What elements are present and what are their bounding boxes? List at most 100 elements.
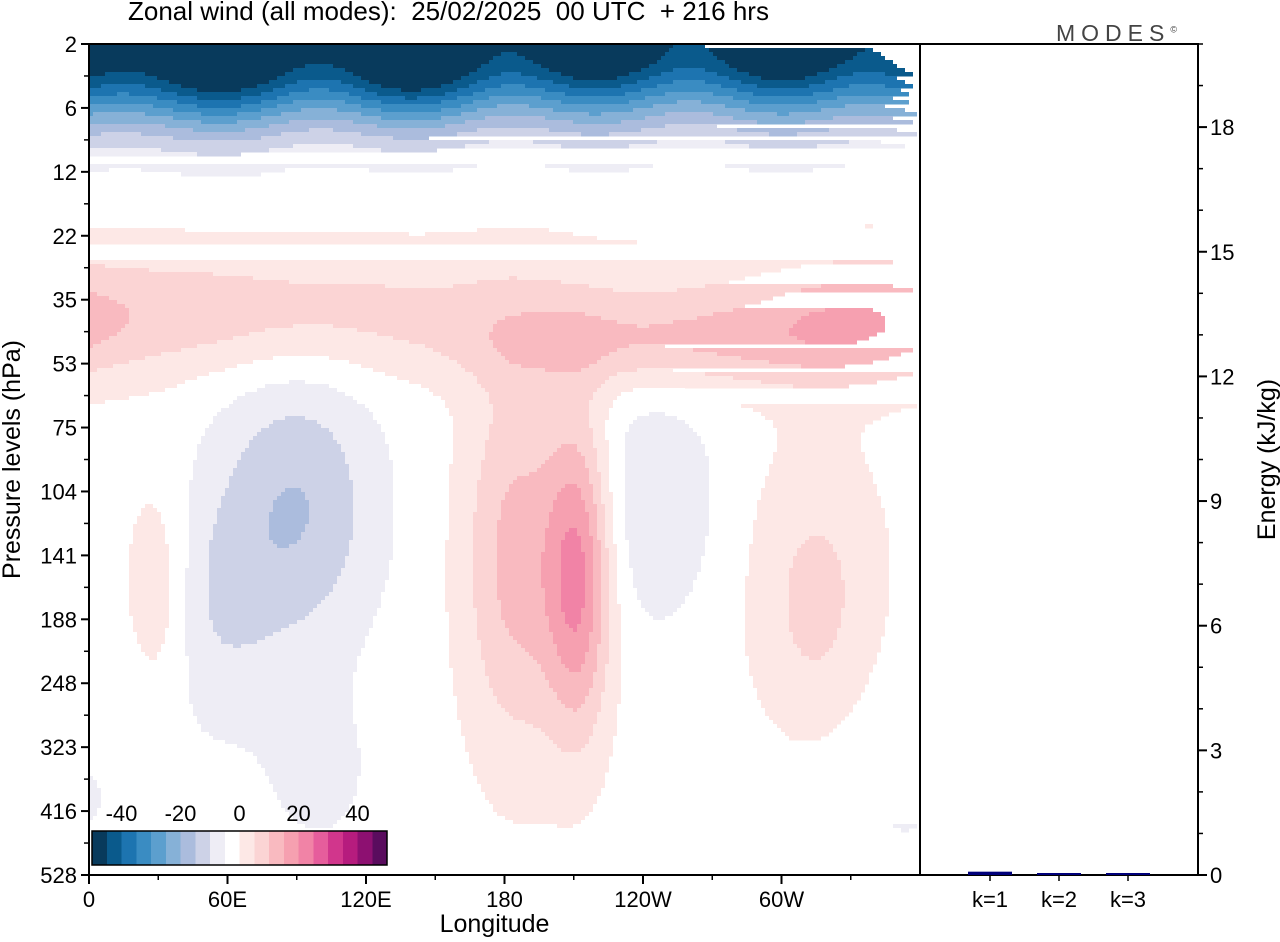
wind-field-cell [621, 392, 701, 397]
wind-field-cell [445, 400, 489, 405]
wind-field-cell [113, 364, 237, 369]
wind-field-cell [593, 628, 601, 633]
x-tick-label: 60E [208, 887, 247, 912]
wind-field-cell [589, 532, 597, 537]
wind-field-cell [613, 500, 625, 505]
wind-field-cell [581, 492, 593, 497]
wind-field-cell [393, 540, 445, 545]
wind-field-cell [189, 532, 213, 537]
wind-field-cell [133, 620, 169, 625]
wind-field-cell [297, 620, 373, 625]
wind-field-cell [449, 664, 485, 669]
wind-field-cell [337, 440, 385, 445]
wind-field-cell [165, 388, 257, 393]
wind-field-cell [601, 604, 609, 609]
wind-field-cell [625, 524, 709, 529]
wind-field-cell [377, 420, 453, 425]
wind-field-cell [309, 612, 377, 617]
wind-field-cell [629, 560, 701, 565]
wind-field-cell [589, 512, 597, 517]
wind-field-cell [501, 512, 549, 517]
wind-field-cell [401, 88, 421, 93]
wind-field-cell [525, 84, 569, 89]
energy-x-tick-label: k=1 [972, 887, 1008, 912]
wind-field-cell [477, 68, 549, 73]
wind-field-cell [749, 664, 873, 669]
wind-field-cell [145, 652, 157, 657]
wind-field-cell [789, 592, 845, 597]
wind-field-cell [169, 560, 189, 565]
wind-field-cell [329, 88, 365, 93]
wind-field-cell [385, 432, 453, 437]
wind-field-cell [477, 484, 509, 489]
wind-field-cell [241, 452, 345, 457]
wind-field-cell [601, 472, 609, 477]
wind-field-cell [553, 640, 589, 645]
energy-x-tick-label: k=2 [1041, 887, 1077, 912]
wind-field-cell [493, 404, 589, 409]
wind-field-cell [509, 632, 553, 637]
wind-field-cell [693, 588, 745, 593]
wind-field-cell [165, 528, 189, 533]
wind-field-cell [449, 524, 473, 529]
wind-field-cell [169, 596, 185, 601]
wind-field-cell [237, 364, 361, 369]
wind-field-cell [549, 524, 589, 529]
wind-field-cell [237, 112, 281, 117]
wind-field-cell [89, 576, 129, 581]
wind-field-cell [201, 724, 357, 729]
wind-field-cell [577, 628, 593, 633]
wind-field-cell [561, 656, 585, 661]
wind-field-cell [89, 404, 229, 409]
wind-field-cell [89, 232, 409, 237]
wind-field-cell [357, 788, 481, 793]
wind-field-cell [805, 120, 913, 125]
wind-field-cell [393, 556, 445, 561]
wind-field-cell [89, 692, 189, 697]
wind-field-cell [617, 596, 637, 601]
wind-field-cell [725, 140, 849, 145]
wind-field-cell [105, 264, 801, 269]
wind-field-cell [621, 628, 745, 633]
wind-field-cell [605, 512, 613, 517]
wind-field-cell [89, 432, 205, 437]
chart-title: Zonal wind (all modes): 25/02/2025 00 UT… [128, 0, 769, 26]
wind-field-cell [605, 436, 625, 441]
wind-field-cell [765, 480, 873, 485]
wind-field-cell [189, 548, 209, 553]
wind-field-cell [333, 824, 557, 829]
wind-field-cell [549, 520, 589, 525]
wind-field-cell [189, 508, 217, 513]
wind-field-cell [729, 76, 761, 81]
wind-field-cell [753, 92, 813, 97]
wind-field-cell [777, 440, 861, 445]
wind-field-cell [493, 692, 557, 697]
wind-field-cell [845, 584, 889, 589]
wind-field-cell [497, 564, 541, 569]
wind-field-cell [473, 540, 497, 545]
wind-field-cell [89, 76, 157, 81]
wind-field-cell [89, 396, 129, 401]
colorbar [91, 830, 388, 866]
wind-field-cell [789, 600, 845, 605]
wind-field-cell [609, 600, 617, 605]
wind-field-cell [289, 380, 305, 385]
wind-field-cell [189, 552, 209, 557]
wind-field-cell [89, 644, 141, 649]
wind-field-cell [129, 320, 497, 325]
wind-field-cell [545, 596, 561, 601]
wind-field-cell [389, 452, 453, 457]
wind-field-cell [325, 596, 381, 601]
wind-field-cell [217, 412, 373, 417]
wind-field-cell [157, 508, 189, 513]
wind-field-cell [609, 616, 621, 621]
wind-field-cell [145, 504, 153, 509]
wind-field-cell [481, 788, 601, 793]
wind-field-cell [213, 532, 269, 537]
wind-field-cell [89, 412, 217, 417]
wind-field-cell [561, 580, 585, 585]
wind-field-cell [521, 312, 585, 317]
wind-field-cell [701, 564, 749, 569]
wind-field-cell [189, 688, 353, 693]
wind-field-cell [89, 80, 169, 85]
